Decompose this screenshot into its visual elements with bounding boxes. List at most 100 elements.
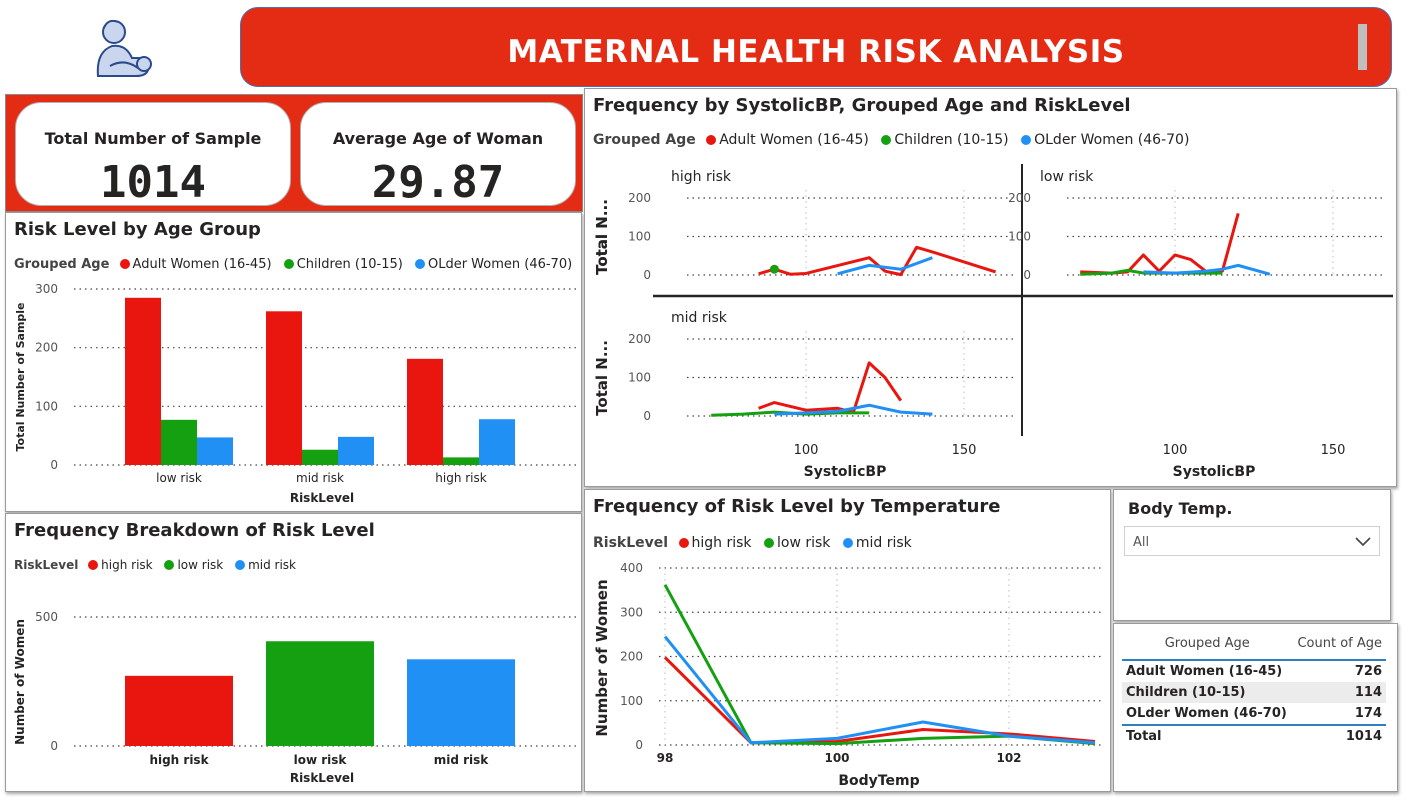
legend-title: RiskLevel	[593, 535, 669, 551]
y-tick-label: 400	[620, 561, 643, 575]
age-count-table: Grouped Age Count of Age Adult Women (16…	[1122, 632, 1386, 747]
x-tick-label: 98	[657, 751, 674, 765]
x-tick-label: high risk	[149, 753, 209, 767]
bar	[338, 436, 374, 465]
y-tick-label: 200	[35, 341, 58, 355]
title-bar: MATERNAL HEALTH RISK ANALYSIS	[240, 7, 1392, 87]
age-legend: Grouped Age Adult Women (16-45) Children…	[593, 132, 1197, 148]
legend-title: RiskLevel	[14, 558, 79, 572]
slicer-title: Body Temp.	[1128, 499, 1233, 518]
y-tick-label: 0	[643, 268, 651, 282]
table-row[interactable]: Adult Women (16-45) 726	[1122, 660, 1386, 682]
y-tick-label: 500	[35, 610, 58, 624]
y-axis-label: Number of Women	[13, 619, 27, 745]
y-tick-label: 0	[50, 739, 58, 753]
age-legend: Grouped Age Adult Women (16-45) Children…	[14, 257, 580, 272]
cell-total-value: 1014	[1292, 724, 1386, 747]
cell-count: 114	[1292, 682, 1386, 703]
table-row[interactable]: OLder Women (46-70) 174	[1122, 703, 1386, 725]
cell-count: 726	[1354, 664, 1382, 679]
x-tick-label: 150	[1321, 443, 1346, 458]
cell-count: 174	[1354, 706, 1382, 721]
series-line	[758, 245, 997, 277]
column-header-grouped-age[interactable]: Grouped Age	[1122, 632, 1293, 661]
x-tick-label: 100	[824, 751, 849, 765]
bar	[266, 641, 374, 746]
y-tick-label: 200	[628, 191, 651, 205]
systolic-panel[interactable]: Frequency by SystolicBP, Grouped Age and…	[584, 88, 1397, 487]
risk-by-age-chart: 0 100 200 300 low risk mid risk high risk RiskL…	[14, 282, 578, 505]
series-point	[769, 264, 779, 274]
legend-item-low-risk[interactable]: low risk	[764, 535, 830, 551]
series-line	[774, 403, 933, 416]
legend-item-adult[interactable]: Adult Women (16-45)	[119, 257, 272, 272]
legend-item-children[interactable]: Children (10-15)	[283, 257, 403, 272]
series-line	[837, 256, 933, 276]
kpi-card-average-age[interactable]: Average Age of Woman 29.87	[300, 102, 576, 208]
cell-total-label: Total	[1122, 724, 1293, 747]
legend-item-high-risk[interactable]: high risk	[678, 535, 752, 551]
risk-breakdown-panel[interactable]: Frequency Breakdown of Risk Level RiskLe…	[5, 513, 582, 792]
series-line	[663, 656, 1096, 745]
x-tick-label: low risk	[294, 753, 348, 767]
risk-legend: RiskLevel high risk low risk mid risk	[593, 535, 920, 551]
y-tick-label: 300	[35, 282, 58, 296]
legend-item-low-risk[interactable]: low risk	[164, 558, 223, 572]
x-tick-label: 150	[952, 443, 977, 458]
kpi-label: Total Number of Sample	[44, 129, 262, 148]
legend-item-children[interactable]: Children (10-15)	[881, 132, 1009, 148]
panel-label: low risk	[1040, 169, 1094, 185]
y-axis-label: Total N...	[593, 199, 611, 275]
risk-by-age-panel[interactable]: Risk Level by Age Group Grouped Age Adul…	[5, 212, 582, 512]
dropdown-value: All	[1133, 535, 1150, 550]
y-tick-label: 100	[628, 230, 651, 244]
risk-breakdown-chart: 0 500 high risk low risk mid risk RiskLevel Nu…	[13, 610, 578, 785]
kpi-value: 29.87	[371, 157, 505, 208]
systolic-chart: 0 100 200 high risk Total N... 0 100 200 low ris…	[593, 164, 1393, 480]
legend-title: Grouped Age	[593, 132, 696, 148]
risk-legend: RiskLevel high risk low risk mid risk	[14, 558, 304, 572]
body-temp-dropdown[interactable]: All	[1124, 526, 1380, 556]
column-header-count-of-age[interactable]: Count of Age	[1292, 632, 1386, 661]
bar	[161, 419, 197, 465]
kpi-label: Average Age of Woman	[332, 129, 544, 148]
series-line	[1080, 213, 1240, 275]
x-axis-label: BodyTemp	[838, 773, 919, 789]
y-tick-label: 0	[643, 409, 651, 423]
bar	[407, 659, 515, 746]
title-accent	[1358, 24, 1367, 70]
legend-title: Grouped Age	[14, 257, 110, 272]
x-tick-label: high risk	[435, 471, 486, 485]
chart-title: Frequency of Risk Level by Temperature	[593, 496, 1001, 517]
age-count-table-panel: Grouped Age Count of Age Adult Women (16…	[1113, 623, 1398, 792]
y-axis-label: Total N...	[593, 199, 611, 275]
y-axis-label: Total N...	[593, 340, 611, 416]
kpi-card-total-samples[interactable]: Total Number of Sample 1014	[15, 102, 291, 208]
legend-item-older[interactable]: OLder Women (46-70)	[414, 257, 572, 272]
y-tick-label: 100	[1008, 230, 1031, 244]
temperature-panel[interactable]: Frequency of Risk Level by Temperature R…	[584, 489, 1111, 792]
y-axis-label: Total Number of Sample	[14, 302, 27, 451]
x-axis-label: RiskLevel	[290, 771, 354, 785]
cell-age-group: Adult Women (16-45)	[1126, 664, 1283, 679]
bar	[125, 297, 161, 465]
legend-item-mid-risk[interactable]: mid risk	[842, 535, 912, 551]
legend-item-adult[interactable]: Adult Women (16-45)	[706, 132, 869, 148]
y-tick-label: 100	[628, 371, 651, 385]
series-line	[1143, 263, 1271, 276]
x-tick-label: mid risk	[296, 471, 344, 485]
x-axis-label: SystolicBP	[804, 464, 887, 480]
x-tick-label: 100	[794, 443, 819, 458]
y-tick-label: 200	[620, 650, 643, 664]
table-row[interactable]: Children (10-15) 114	[1122, 682, 1386, 703]
kpi-value: 1014	[100, 157, 206, 208]
bar	[443, 457, 479, 465]
legend-item-high-risk[interactable]: high risk	[88, 558, 153, 572]
y-tick-label: 100	[620, 694, 643, 708]
legend-item-older[interactable]: OLder Women (46-70)	[1021, 132, 1189, 148]
y-tick-label: 0	[1023, 268, 1031, 282]
page-title: MATERNAL HEALTH RISK ANALYSIS	[507, 34, 1125, 70]
series-line	[663, 635, 1096, 745]
legend-item-mid-risk[interactable]: mid risk	[235, 558, 296, 572]
y-tick-label: 200	[628, 332, 651, 346]
